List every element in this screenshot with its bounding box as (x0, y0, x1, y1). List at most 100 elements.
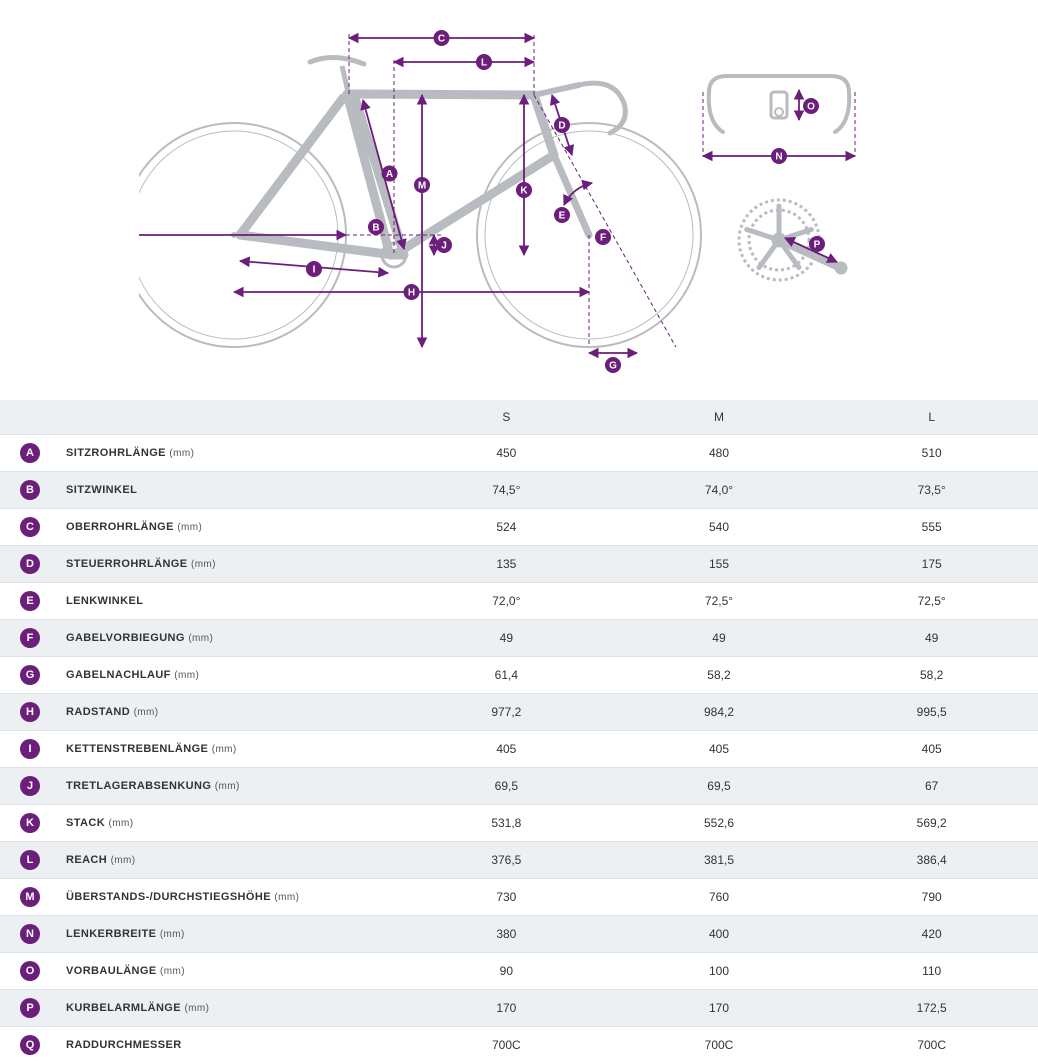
svg-text:L: L (481, 58, 487, 69)
row-value-cell: 110 (825, 953, 1038, 990)
row-value-cell: 555 (825, 509, 1038, 546)
row-value-cell: 984,2 (613, 694, 826, 731)
svg-text:G: G (609, 361, 617, 372)
svg-text:C: C (438, 34, 445, 45)
row-value-cell: 58,2 (613, 657, 826, 694)
svg-text:K: K (520, 186, 528, 197)
row-value-cell: 510 (825, 435, 1038, 472)
row-value-cell: 700C (825, 1027, 1038, 1063)
row-badge-cell: L (0, 842, 60, 879)
dimension-badge: B (20, 480, 40, 500)
row-label-cell: KURBELARMLÄNGE (mm) (60, 990, 400, 1027)
table-row: NLENKERBREITE (mm)380400420 (0, 916, 1038, 953)
row-value-cell: 380 (400, 916, 613, 953)
dimension-badge: J (20, 776, 40, 796)
row-badge-cell: K (0, 805, 60, 842)
row-label-cell: GABELNACHLAUF (mm) (60, 657, 400, 694)
row-value-cell: 730 (400, 879, 613, 916)
header-blank-badge (0, 400, 60, 435)
row-label-cell: LENKERBREITE (mm) (60, 916, 400, 953)
table-header-row: S M L (0, 400, 1038, 435)
row-badge-cell: I (0, 731, 60, 768)
row-unit: (mm) (111, 855, 136, 866)
dimension-badge: I (20, 739, 40, 759)
row-value-cell: 995,5 (825, 694, 1038, 731)
table-row: JTRETLAGERABSENKUNG (mm)69,569,567 (0, 768, 1038, 805)
row-badge-cell: Q (0, 1027, 60, 1063)
geometry-diagram: CLDKMABEFGHIJQQNOP (0, 0, 1038, 400)
row-unit: (mm) (274, 892, 299, 903)
row-unit: (mm) (215, 781, 240, 792)
dimension-badge: P (20, 998, 40, 1018)
table-row: BSITZWINKEL 74,5°74,0°73,5° (0, 472, 1038, 509)
row-value-cell: 175 (825, 546, 1038, 583)
row-value-cell: 72,5° (825, 583, 1038, 620)
dimension-badge: H (20, 702, 40, 722)
row-badge-cell: F (0, 620, 60, 657)
row-badge-cell: P (0, 990, 60, 1027)
row-value-cell: 49 (613, 620, 826, 657)
row-value-cell: 400 (613, 916, 826, 953)
row-label-cell: STACK (mm) (60, 805, 400, 842)
dimension-badge: Q (20, 1035, 40, 1055)
row-value-cell: 405 (613, 731, 826, 768)
row-value-cell: 376,5 (400, 842, 613, 879)
svg-text:N: N (775, 152, 782, 163)
row-value-cell: 69,5 (613, 768, 826, 805)
row-value-cell: 135 (400, 546, 613, 583)
row-badge-cell: M (0, 879, 60, 916)
table-row: O VORBAULÄNGE (mm)90100110 (0, 953, 1038, 990)
row-value-cell: 420 (825, 916, 1038, 953)
dimension-badge: L (20, 850, 40, 870)
row-value-cell: 72,0° (400, 583, 613, 620)
header-blank-label (60, 400, 400, 435)
row-label-cell: SITZROHRLÄNGE (mm) (60, 435, 400, 472)
dimension-badge: G (20, 665, 40, 685)
row-value-cell: 172,5 (825, 990, 1038, 1027)
table-row: PKURBELARMLÄNGE (mm)170170172,5 (0, 990, 1038, 1027)
dimension-badge: O (20, 961, 40, 981)
svg-text:B: B (372, 223, 379, 234)
row-badge-cell: E (0, 583, 60, 620)
table-row: C OBERROHRLÄNGE (mm)524540555 (0, 509, 1038, 546)
dimension-badge: A (20, 443, 40, 463)
row-value-cell: 100 (613, 953, 826, 990)
row-value-cell: 540 (613, 509, 826, 546)
row-label-cell: TRETLAGERABSENKUNG (mm) (60, 768, 400, 805)
row-value-cell: 450 (400, 435, 613, 472)
svg-text:M: M (418, 181, 426, 192)
row-label-cell: STEUERROHRLÄNGE (mm) (60, 546, 400, 583)
row-label-cell: RADSTAND (mm) (60, 694, 400, 731)
row-value-cell: 90 (400, 953, 613, 990)
row-value-cell: 61,4 (400, 657, 613, 694)
svg-text:D: D (558, 121, 565, 132)
dimension-badge: C (20, 517, 40, 537)
row-badge-cell: A (0, 435, 60, 472)
row-unit: (mm) (188, 633, 213, 644)
row-value-cell: 74,0° (613, 472, 826, 509)
svg-text:A: A (386, 169, 393, 180)
row-badge-cell: J (0, 768, 60, 805)
row-label-cell: OBERROHRLÄNGE (mm) (60, 509, 400, 546)
table-row: DSTEUERROHRLÄNGE (mm)135155175 (0, 546, 1038, 583)
table-row: MÜBERSTANDS-/DURCHSTIEGSHÖHE (mm)7307607… (0, 879, 1038, 916)
row-value-cell: 170 (400, 990, 613, 1027)
row-value-cell: 524 (400, 509, 613, 546)
row-value-cell: 69,5 (400, 768, 613, 805)
row-unit: (mm) (160, 966, 185, 977)
svg-text:I: I (313, 265, 316, 276)
svg-text:P: P (814, 240, 821, 251)
row-unit: (mm) (212, 744, 237, 755)
row-label-cell: KETTENSTREBENLÄNGE (mm) (60, 731, 400, 768)
row-badge-cell: B (0, 472, 60, 509)
row-value-cell: 67 (825, 768, 1038, 805)
dimension-badge: F (20, 628, 40, 648)
row-unit: (mm) (169, 448, 194, 459)
row-badge-cell: D (0, 546, 60, 583)
dimension-badge: D (20, 554, 40, 574)
row-label-cell: VORBAULÄNGE (mm) (60, 953, 400, 990)
header-size-m: M (613, 400, 826, 435)
row-badge-cell: G (0, 657, 60, 694)
row-value-cell: 480 (613, 435, 826, 472)
table-row: KSTACK (mm)531,8552,6569,2 (0, 805, 1038, 842)
